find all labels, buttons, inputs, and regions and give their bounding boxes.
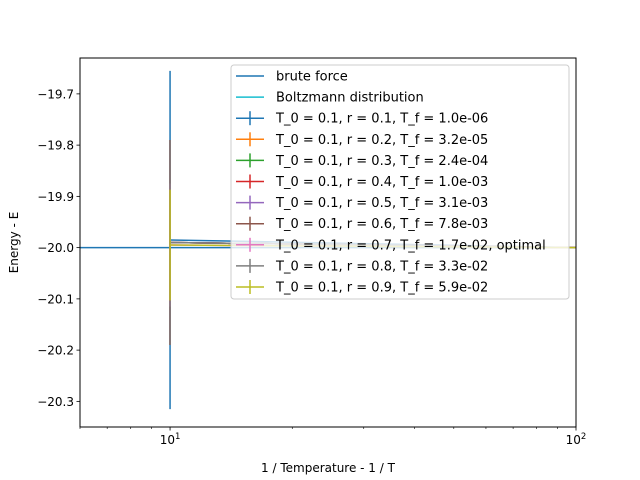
legend-box [230, 64, 570, 300]
legend-label-8: T_0 = 0.1, r = 0.7, T_f = 1.7e-02, optim… [275, 238, 546, 253]
axes-frame [79, 57, 577, 428]
x-axis-label: 1 / Temperature - 1 / T [261, 461, 396, 475]
x-tick-label-1: 102 [566, 432, 587, 447]
x-tick-label-0: 101 [160, 432, 181, 447]
legend-label-6: T_0 = 0.1, r = 0.5, T_f = 3.1e-03 [275, 196, 488, 211]
y-tick-label-5: −20.2 [37, 344, 74, 358]
legend-label-4: T_0 = 0.1, r = 0.3, T_f = 2.4e-04 [275, 154, 488, 169]
legend-label-1: Boltzmann distribution [276, 91, 424, 106]
y-axis: −19.7 −19.8 −19.9 −20.0 −20.1 −20.2 −20.3 [37, 87, 80, 409]
legend-label-5: T_0 = 0.1, r = 0.4, T_f = 1.0e-03 [275, 175, 488, 190]
legend-label-10: T_0 = 0.1, r = 0.9, T_f = 5.9e-02 [275, 281, 488, 296]
legend: brute force Boltzmann distribution T_0 = 0… [230, 64, 570, 300]
legend-label-9: T_0 = 0.1, r = 0.8, T_f = 3.3e-02 [275, 259, 488, 274]
y-tick-label-1: −19.8 [37, 139, 74, 153]
legend-label-2: T_0 = 0.1, r = 0.1, T_f = 1.0e-06 [275, 112, 488, 127]
legend-label-7: T_0 = 0.1, r = 0.6, T_f = 7.8e-03 [275, 217, 488, 232]
x-axis: 101 102 [79, 427, 587, 447]
y-tick-label-2: −19.9 [37, 190, 74, 204]
y-tick-label-0: −19.7 [37, 87, 74, 101]
y-tick-label-4: −20.1 [37, 292, 74, 306]
y-tick-label-6: −20.3 [37, 395, 74, 409]
y-tick-label-3: −20.0 [37, 241, 74, 255]
y-axis-label: Energy - E [7, 212, 21, 274]
legend-label-3: T_0 = 0.1, r = 0.2, T_f = 3.2e-05 [275, 133, 488, 148]
legend-label-0: brute force [276, 70, 348, 85]
